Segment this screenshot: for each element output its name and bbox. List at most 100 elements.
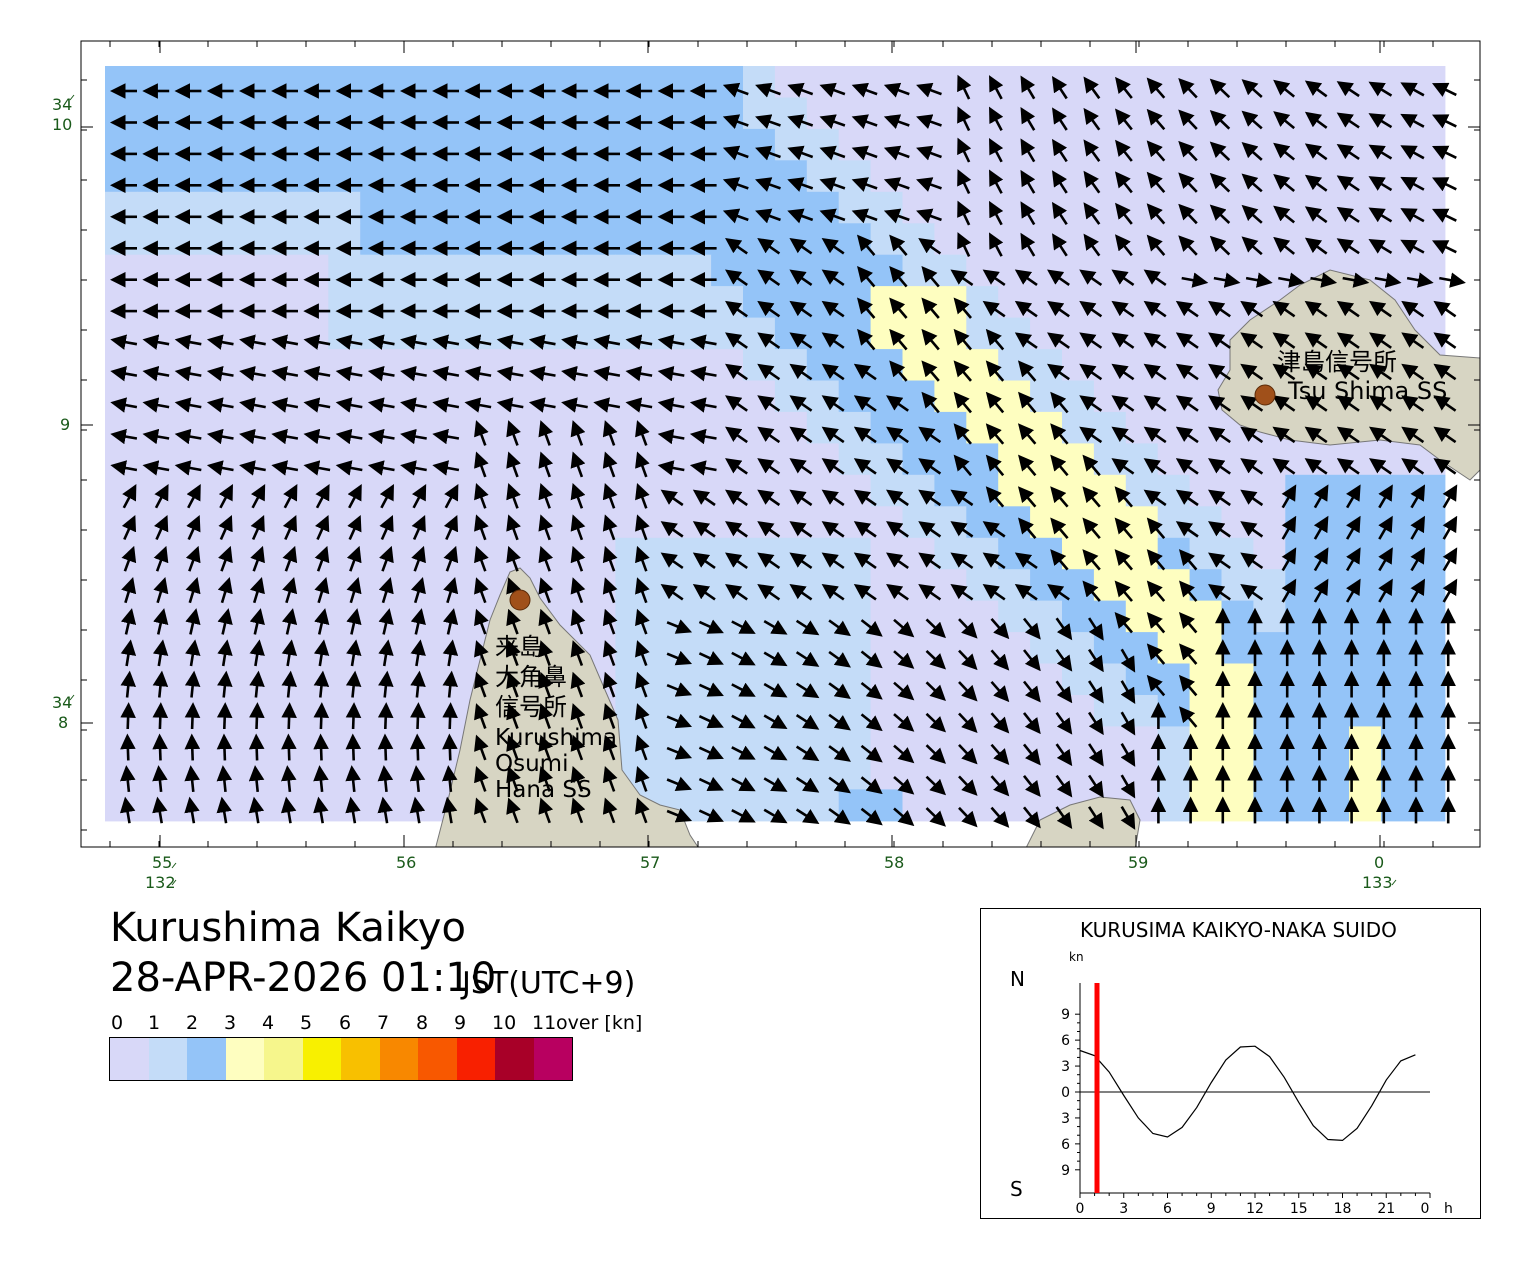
current-arrow: [1240, 489, 1264, 507]
current-arrow: [142, 365, 170, 382]
speed-cell: [424, 632, 457, 665]
current-arrow: [985, 391, 1005, 414]
speed-cell: [1253, 663, 1286, 696]
current-arrow: [1209, 204, 1231, 224]
speed-cell: [838, 663, 872, 696]
speed-cell: [1093, 223, 1127, 256]
speed-cell: [998, 223, 1031, 256]
current-arrow: [1083, 170, 1101, 194]
current-arrow: [602, 703, 618, 729]
speed-cell: [998, 317, 1031, 350]
current-arrow: [1020, 169, 1036, 194]
current-arrow: [1439, 272, 1466, 288]
speed-cell: [1157, 537, 1191, 570]
current-arrow: [1336, 363, 1360, 381]
current-arrow: [889, 360, 908, 382]
speed-cell: [392, 600, 425, 633]
current-arrow: [1179, 643, 1198, 665]
current-arrow: [853, 363, 877, 381]
current-arrow: [217, 670, 233, 698]
legend-swatch-6: [341, 1038, 380, 1080]
current-arrow: [1369, 363, 1392, 381]
speed-cell: [1381, 663, 1414, 696]
current-arrow: [982, 269, 1006, 286]
current-arrow: [602, 514, 618, 541]
current-arrow: [1114, 486, 1133, 508]
current-arrow: [474, 420, 489, 446]
current-arrow: [1313, 578, 1329, 603]
current-arrow: [303, 397, 331, 413]
current-arrow: [725, 269, 748, 286]
current-arrow: [1120, 680, 1136, 705]
current-arrow: [787, 82, 814, 98]
current-arrow: [1146, 203, 1166, 225]
speed-cell: [296, 223, 329, 256]
current-arrow: [666, 682, 693, 697]
current-arrow: [789, 237, 813, 255]
speed-cell: [168, 663, 202, 696]
speed-cell: [1381, 474, 1414, 507]
speed-cell: [136, 474, 170, 507]
speed-cell: [1189, 160, 1223, 193]
current-arrow: [1050, 454, 1069, 477]
current-arrow: [474, 671, 489, 698]
tide-x-tick: 6: [1163, 1201, 1172, 1217]
speed-cell: [264, 695, 297, 727]
speed-cell: [487, 66, 521, 98]
current-arrow: [1079, 395, 1103, 412]
speed-cell: [934, 443, 967, 476]
current-arrow: [1431, 82, 1457, 97]
speed-cell: [838, 537, 872, 570]
current-arrow: [860, 776, 883, 795]
current-arrow: [152, 670, 169, 698]
speed-cell: [296, 569, 329, 602]
speed-cell: [296, 600, 329, 633]
current-arrow: [1240, 300, 1264, 318]
current-arrow: [1304, 426, 1328, 444]
tide-y-tick: 6: [1061, 1033, 1070, 1049]
current-arrow: [1146, 140, 1166, 162]
current-arrow: [442, 733, 458, 761]
current-arrow: [725, 489, 748, 507]
current-arrow: [1146, 108, 1166, 131]
current-arrow: [409, 733, 426, 761]
speed-cell: [583, 66, 616, 98]
current-arrow: [635, 734, 650, 761]
speed-cell: [1317, 537, 1350, 570]
speed-cell: [838, 286, 872, 319]
current-arrow: [216, 733, 233, 761]
speed-cell: [1253, 254, 1286, 287]
current-arrow: [1055, 680, 1073, 704]
speed-cell: [998, 443, 1031, 476]
legend-unit: over [kn]: [556, 1012, 643, 1034]
speed-cell: [1349, 789, 1382, 822]
current-arrow: [335, 334, 363, 350]
speed-cell: [583, 223, 616, 256]
speed-cell: [296, 726, 329, 759]
speed-cell: [392, 349, 425, 382]
current-arrow: [1047, 332, 1070, 349]
speed-cell: [105, 600, 138, 633]
speed-cell: [200, 757, 234, 790]
current-arrow: [918, 458, 942, 475]
current-arrow: [821, 300, 845, 318]
current-arrow: [853, 583, 877, 601]
current-arrow: [506, 482, 521, 509]
speed-cell: [392, 789, 425, 822]
speed-cell: [1381, 569, 1414, 602]
speed-cell: [838, 474, 872, 507]
speed-cell: [1030, 411, 1063, 444]
speed-cell: [392, 317, 425, 350]
speed-cell: [934, 757, 967, 790]
current-arrow: [1241, 204, 1263, 224]
current-arrow: [1208, 300, 1231, 318]
legend-label-4: 4: [262, 1012, 275, 1034]
speed-cell: [902, 380, 935, 413]
current-arrow: [335, 460, 363, 476]
current-arrow: [602, 482, 618, 509]
speed-cell: [615, 66, 648, 98]
current-arrow: [1018, 454, 1037, 477]
current-arrow: [1146, 517, 1166, 540]
speed-cell: [264, 537, 297, 570]
current-arrow: [121, 577, 137, 604]
